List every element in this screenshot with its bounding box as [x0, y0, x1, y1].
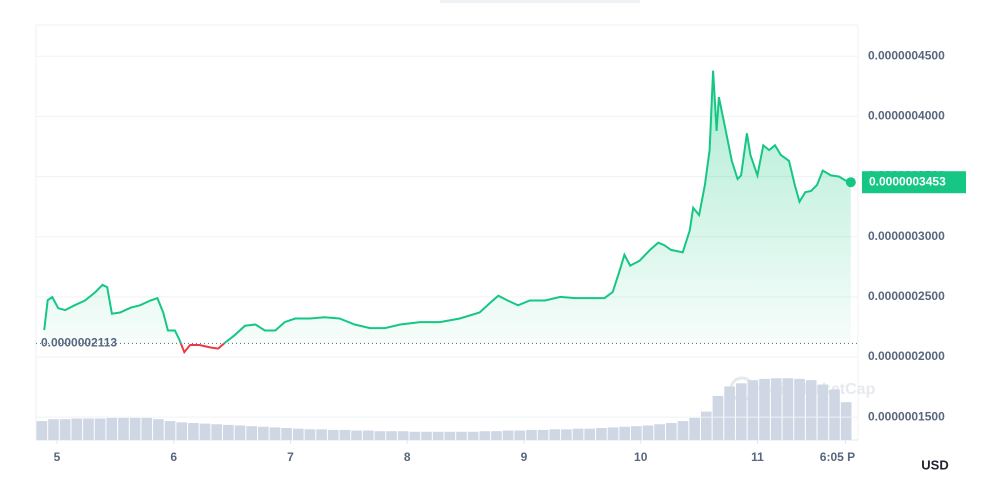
- volume-bar: [805, 380, 817, 440]
- y-tick-label: 0.0000004500: [868, 48, 945, 62]
- volume-bar: [700, 411, 712, 440]
- volume-bar: [724, 386, 735, 440]
- volume-bar: [223, 424, 234, 440]
- volume-bar: [514, 430, 526, 440]
- volume-bar: [526, 429, 537, 440]
- volume-bar: [118, 417, 129, 440]
- volume-bar: [817, 384, 829, 440]
- y-tick-label: 0.0000002000: [868, 349, 945, 363]
- volume-bar: [304, 429, 316, 440]
- x-tick-label: 7: [287, 450, 294, 464]
- volume-bar: [339, 429, 351, 440]
- volume-bar: [48, 419, 59, 440]
- x-tick-label: 6: [170, 450, 177, 464]
- volume-bar: [607, 427, 619, 440]
- current-price-label: 0.0000003453: [869, 174, 946, 188]
- volume-bar: [164, 421, 176, 440]
- volume-bar: [246, 426, 257, 440]
- volume-bar: [211, 424, 223, 440]
- volume-bar: [432, 431, 444, 440]
- volume-bar: [735, 383, 747, 440]
- volume-bar: [491, 431, 502, 440]
- volume-bar: [351, 430, 362, 440]
- volume-bar: [572, 428, 584, 440]
- volume-bar: [59, 419, 71, 440]
- y-tick-label: 0.0000004000: [868, 109, 945, 123]
- volume-bar: [141, 417, 153, 440]
- price-area: [44, 70, 851, 344]
- volume-bar: [747, 380, 759, 440]
- volume-bar: [292, 428, 304, 440]
- volume-bar: [456, 431, 467, 440]
- volume-bar: [782, 378, 794, 440]
- volume-bar: [281, 428, 292, 440]
- x-tick-label: 6:05 P: [820, 450, 855, 464]
- volume-bar: [561, 429, 572, 440]
- volume-bar: [188, 422, 199, 440]
- volume-bar: [654, 424, 665, 440]
- volume-bar: [829, 389, 840, 440]
- volume-bar: [106, 417, 118, 440]
- reference-label: 0.0000002113: [41, 336, 117, 350]
- tab-strip: [440, 0, 640, 3]
- volume-bar: [36, 421, 48, 440]
- volume-bar: [386, 431, 397, 440]
- volume-bar: [94, 418, 106, 440]
- x-tick-label: 9: [521, 450, 528, 464]
- volume-bar: [257, 426, 269, 440]
- volume-bar: [129, 417, 141, 440]
- y-tick-label: 0.0000002500: [868, 289, 945, 303]
- volume-bar: [153, 419, 164, 440]
- volume-bar: [467, 431, 479, 440]
- volume-bar: [794, 378, 805, 440]
- volume-bar: [631, 426, 642, 440]
- volume-bar: [712, 395, 724, 440]
- volume-bar: [642, 425, 654, 440]
- x-tick-label: 5: [54, 450, 61, 464]
- x-tick-label: 10: [634, 450, 648, 464]
- currency-label: USD: [921, 457, 948, 472]
- volume-bar: [362, 430, 374, 440]
- volume-bar: [619, 426, 631, 440]
- volume-bar: [71, 418, 83, 440]
- volume-bar: [537, 429, 549, 440]
- volume-bar: [374, 431, 386, 440]
- volume-bar: [409, 431, 421, 440]
- volume-bar: [421, 431, 432, 440]
- y-tick-label: 0.0000003000: [868, 229, 945, 243]
- volume-bar: [327, 429, 339, 440]
- current-dot: [845, 177, 856, 188]
- volume-bar: [397, 431, 409, 440]
- volume-bar: [444, 431, 456, 440]
- volume-bar: [584, 428, 596, 440]
- volume-bar: [269, 427, 281, 440]
- y-tick-label: 0.0000001500: [868, 409, 945, 423]
- volume-bar: [770, 378, 782, 440]
- volume-bar: [596, 428, 607, 440]
- current-price-box: [862, 171, 966, 194]
- volume-bar: [479, 431, 491, 440]
- volume-bar: [502, 430, 514, 440]
- volume-bar: [83, 418, 94, 440]
- volume-bar: [677, 421, 689, 440]
- price-line: [43, 70, 852, 344]
- x-tick-label: 8: [404, 450, 411, 464]
- volume-bar: [176, 422, 188, 440]
- volume-bar: [759, 378, 770, 440]
- volume-bar: [316, 429, 327, 440]
- volume-bar: [840, 402, 852, 440]
- volume-bar: [665, 422, 677, 440]
- volume-bar: [689, 417, 700, 440]
- volume-bar: [199, 423, 211, 440]
- volume-bar: [234, 425, 246, 440]
- x-tick-label: 11: [751, 450, 764, 464]
- volume-bar: [549, 429, 561, 440]
